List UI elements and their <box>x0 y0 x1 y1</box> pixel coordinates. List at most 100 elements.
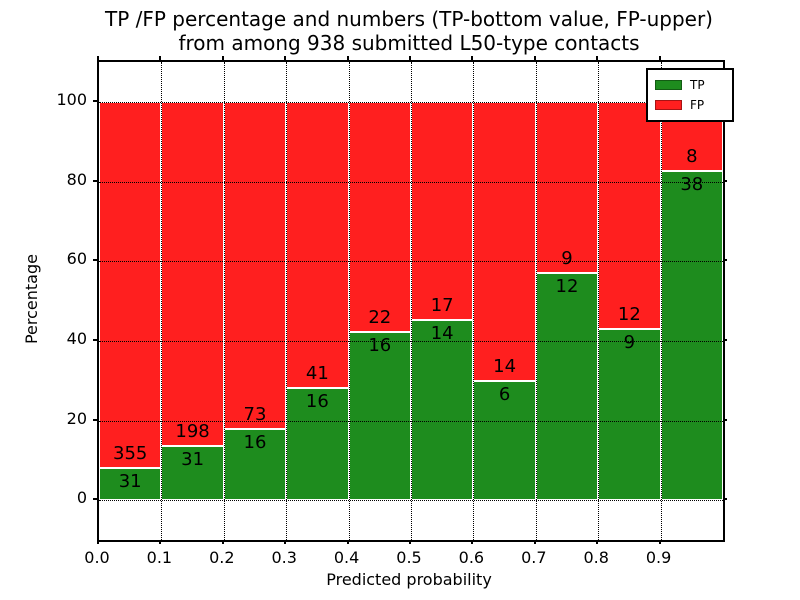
bar-segment-tp-0 <box>99 468 162 501</box>
y-tick-left-20 <box>93 418 97 421</box>
x-tick-top-0.4 <box>346 56 349 60</box>
tp-legend-swatch-icon <box>655 80 682 90</box>
tp-count-label-2: 16 <box>243 431 267 453</box>
x-tick-bottom-0.1 <box>159 540 162 544</box>
bar-labels-layer: 355 31 198 31 73 16 41 16 22 16 17 14 14 6 9 12 12 9 8 38 <box>99 62 723 540</box>
x-tick-bottom-0.3 <box>284 540 287 544</box>
v-gridline-0.5 <box>411 62 412 540</box>
x-axis-label: Predicted probability <box>326 570 492 589</box>
x-tick-label-0.4: 0.4 <box>333 548 360 567</box>
v-gridline-0.4 <box>348 62 350 540</box>
y-tick-left-40 <box>93 338 97 341</box>
legend: TP FP <box>646 68 734 122</box>
x-tick-bottom-0.6 <box>471 540 474 544</box>
v-gridline-0.3 <box>286 62 288 540</box>
x-tick-label-0: 0.0 <box>84 548 110 567</box>
x-tick-top-0.2 <box>221 56 224 60</box>
x-tick-label-0.1: 0.1 <box>146 548 173 567</box>
bars-layer <box>99 62 723 540</box>
x-tick-bottom-0.9 <box>658 540 661 544</box>
v-gridline-0.6 <box>473 62 475 540</box>
v-gridline-0.2 <box>223 62 225 540</box>
v-gridline-0.8 <box>598 62 600 540</box>
fp-count-label-3: 41 <box>305 363 329 385</box>
x-tick-top-0.9 <box>658 56 661 60</box>
x-tick-label-0.2: 0.2 <box>209 548 235 567</box>
bar-segment-fp-0 <box>99 101 162 469</box>
tp-count-label-3: 16 <box>305 391 329 413</box>
bar-segment-tp-9 <box>660 171 723 501</box>
x-tick-top-0.7 <box>533 56 536 60</box>
v-gridline-0.7 <box>535 62 537 540</box>
tp-count-label-9: 38 <box>680 174 704 196</box>
x-tick-bottom-0.4 <box>346 540 349 544</box>
x-tick-bottom-0.2 <box>221 540 224 544</box>
y-tick-left-100 <box>93 99 97 102</box>
bar-segment-tp-8 <box>598 329 661 501</box>
bar-segment-tp-5 <box>411 320 474 501</box>
fp-count-label-6: 14 <box>493 355 517 377</box>
y-tick-label-20: 20 <box>66 408 87 428</box>
tp-count-label-5: 14 <box>430 323 454 345</box>
tp-count-label-6: 6 <box>498 383 511 405</box>
x-tick-label-0.3: 0.3 <box>271 548 297 567</box>
fp-count-label-9: 8 <box>686 146 698 168</box>
plot-area: 355 31 198 31 73 16 41 16 22 16 17 14 14 6 9 12 12 9 8 38 T… <box>97 60 734 542</box>
bar-segment-fp-5 <box>411 101 474 321</box>
x-tick-bottom-0 <box>97 540 99 544</box>
y-tick-right-0 <box>723 498 727 501</box>
fp-count-label-7: 9 <box>561 247 573 269</box>
x-tick-top-0.1 <box>159 56 162 60</box>
legend-entry-tp: TP <box>655 75 725 95</box>
tp-count-label-4: 16 <box>368 335 392 357</box>
fp-count-label-1: 198 <box>175 421 210 443</box>
y-tick-right-20 <box>723 418 727 421</box>
fp-count-label-5: 17 <box>430 295 454 317</box>
x-tick-label-0.9: 0.9 <box>645 548 672 567</box>
y-tick-left-80 <box>93 179 97 182</box>
y-axis-label: Percentage <box>22 254 41 345</box>
tp-count-label-7: 12 <box>555 275 579 297</box>
x-tick-label-0.6: 0.6 <box>458 548 485 567</box>
y-tick-left-60 <box>93 259 97 262</box>
fp-count-label-0: 355 <box>113 443 148 465</box>
bar-segment-fp-6 <box>473 101 536 381</box>
x-tick-bottom-0.8 <box>596 540 599 544</box>
y-tick-right-40 <box>723 338 727 341</box>
bar-segment-fp-2 <box>223 101 287 429</box>
y-tick-label-40: 40 <box>66 328 87 348</box>
tp-legend-label: TP <box>690 78 705 92</box>
chart-title-line2: from among 938 submitted L50-type contac… <box>178 31 640 55</box>
bar-segment-fp-1 <box>161 101 224 447</box>
fp-count-label-8: 12 <box>617 304 641 326</box>
x-tick-bottom-0.7 <box>533 540 536 544</box>
x-tick-top-0.6 <box>471 56 474 60</box>
bar-segment-fp-3 <box>286 101 349 389</box>
y-tick-left-0 <box>93 498 97 501</box>
y-tick-right-60 <box>723 259 727 262</box>
chart-title-line1: TP /FP percentage and numbers (TP-bottom… <box>105 7 713 31</box>
tp-count-label-8: 9 <box>623 332 636 354</box>
x-tick-label-0.8: 0.8 <box>583 548 609 567</box>
legend-entry-fp: FP <box>655 95 725 115</box>
fp-legend-label: FP <box>690 98 705 112</box>
y-tick-label-60: 60 <box>66 249 87 269</box>
x-tick-top-0.5 <box>409 56 411 60</box>
fp-legend-swatch-icon <box>655 100 682 110</box>
x-tick-label-0.5: 0.5 <box>396 548 422 567</box>
x-tick-top-0.3 <box>284 56 287 60</box>
bar-segment-fp-4 <box>348 101 411 333</box>
tp-count-label-0: 31 <box>118 471 142 493</box>
x-tick-label-0.7: 0.7 <box>521 548 547 567</box>
y-tick-right-80 <box>723 179 727 182</box>
y-tick-label-0: 0 <box>76 488 87 508</box>
v-gridline-0.9 <box>660 62 662 540</box>
x-tick-top-0.8 <box>596 56 599 60</box>
y-tick-label-80: 80 <box>66 169 87 189</box>
v-gridline-0.1 <box>161 62 163 540</box>
chart-title: TP /FP percentage and numbers (TP-bottom… <box>97 7 721 55</box>
y-tick-label-100: 100 <box>56 89 87 109</box>
fp-count-label-2: 73 <box>243 403 267 425</box>
tp-count-label-1: 31 <box>181 449 205 471</box>
